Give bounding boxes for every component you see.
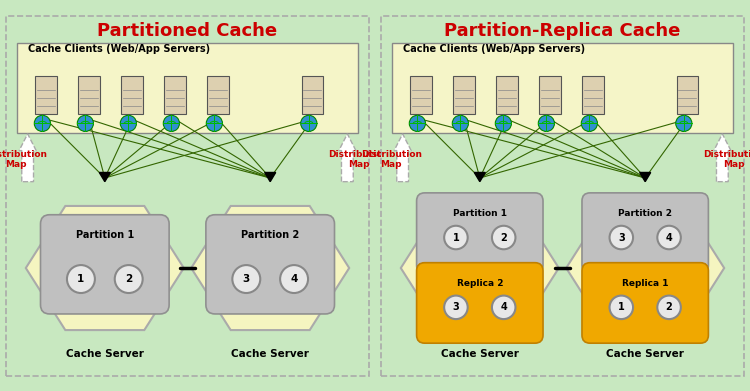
- Circle shape: [232, 265, 260, 293]
- FancyBboxPatch shape: [207, 76, 229, 115]
- FancyBboxPatch shape: [206, 215, 334, 314]
- Text: Partitioned Cache: Partitioned Cache: [98, 22, 278, 40]
- Text: 4: 4: [500, 302, 507, 312]
- Polygon shape: [26, 206, 184, 330]
- FancyBboxPatch shape: [302, 76, 323, 115]
- Circle shape: [495, 115, 512, 131]
- Polygon shape: [191, 206, 350, 330]
- Polygon shape: [714, 134, 731, 182]
- Circle shape: [657, 296, 681, 319]
- Circle shape: [67, 265, 95, 293]
- FancyBboxPatch shape: [582, 76, 604, 115]
- Polygon shape: [640, 172, 651, 182]
- FancyBboxPatch shape: [392, 43, 733, 133]
- Text: Cache Clients (Web/App Servers): Cache Clients (Web/App Servers): [403, 44, 585, 54]
- Circle shape: [301, 115, 317, 131]
- Circle shape: [206, 115, 223, 131]
- Text: 2: 2: [125, 274, 132, 284]
- Circle shape: [452, 115, 469, 131]
- FancyBboxPatch shape: [416, 193, 543, 273]
- Text: Cache Server: Cache Server: [441, 350, 519, 359]
- Polygon shape: [265, 172, 276, 182]
- Polygon shape: [394, 134, 411, 182]
- Circle shape: [581, 115, 598, 131]
- Circle shape: [492, 226, 515, 249]
- Polygon shape: [400, 206, 559, 330]
- Circle shape: [120, 115, 136, 131]
- Text: Distribution
Map: Distribution Map: [0, 150, 46, 169]
- Polygon shape: [339, 134, 356, 182]
- Text: Distribution
Map: Distribution Map: [704, 150, 750, 169]
- FancyBboxPatch shape: [78, 76, 100, 115]
- Text: 1: 1: [618, 302, 625, 312]
- Text: 1: 1: [452, 233, 459, 242]
- FancyBboxPatch shape: [676, 76, 698, 115]
- FancyBboxPatch shape: [380, 16, 745, 377]
- Circle shape: [657, 226, 681, 249]
- FancyBboxPatch shape: [410, 76, 432, 115]
- Polygon shape: [19, 134, 36, 182]
- Text: Partition 1: Partition 1: [453, 210, 507, 219]
- Text: 4: 4: [666, 233, 673, 242]
- FancyBboxPatch shape: [164, 76, 186, 115]
- Text: Cache Clients (Web/App Servers): Cache Clients (Web/App Servers): [28, 44, 210, 54]
- Text: 1: 1: [77, 274, 85, 284]
- Polygon shape: [99, 172, 110, 182]
- Circle shape: [610, 296, 633, 319]
- FancyBboxPatch shape: [17, 43, 358, 133]
- Text: Partition 2: Partition 2: [241, 230, 299, 240]
- FancyBboxPatch shape: [453, 76, 475, 115]
- Text: Distribution
Map: Distribution Map: [328, 150, 389, 169]
- FancyBboxPatch shape: [582, 263, 709, 343]
- Text: 3: 3: [452, 302, 459, 312]
- Text: Cache Server: Cache Server: [66, 350, 144, 359]
- FancyBboxPatch shape: [582, 193, 709, 273]
- Text: Cache Server: Cache Server: [606, 350, 684, 359]
- Circle shape: [34, 115, 50, 131]
- Circle shape: [444, 226, 468, 249]
- Text: 3: 3: [243, 274, 250, 284]
- Circle shape: [164, 115, 179, 131]
- Circle shape: [492, 296, 515, 319]
- FancyBboxPatch shape: [35, 76, 57, 115]
- FancyBboxPatch shape: [122, 76, 142, 115]
- Circle shape: [410, 115, 425, 131]
- Circle shape: [538, 115, 554, 131]
- Circle shape: [77, 115, 94, 131]
- Text: Replica 2: Replica 2: [457, 279, 503, 288]
- FancyBboxPatch shape: [40, 215, 170, 314]
- Text: Distribution
Map: Distribution Map: [361, 150, 422, 169]
- Text: Cache Server: Cache Server: [231, 350, 309, 359]
- Circle shape: [610, 226, 633, 249]
- Circle shape: [444, 296, 468, 319]
- Circle shape: [280, 265, 308, 293]
- Polygon shape: [566, 206, 724, 330]
- Circle shape: [676, 115, 692, 131]
- Text: Partition 1: Partition 1: [76, 230, 134, 240]
- Text: Partition 2: Partition 2: [618, 210, 672, 219]
- FancyBboxPatch shape: [496, 76, 517, 115]
- Text: 2: 2: [666, 302, 673, 312]
- Text: Partition-Replica Cache: Partition-Replica Cache: [444, 22, 681, 40]
- FancyBboxPatch shape: [416, 263, 543, 343]
- FancyBboxPatch shape: [5, 16, 370, 377]
- Circle shape: [115, 265, 142, 293]
- Text: Replica 1: Replica 1: [622, 279, 668, 288]
- Text: 2: 2: [500, 233, 507, 242]
- Text: 3: 3: [618, 233, 625, 242]
- Text: 4: 4: [290, 274, 298, 284]
- FancyBboxPatch shape: [539, 76, 561, 115]
- Polygon shape: [474, 172, 485, 182]
